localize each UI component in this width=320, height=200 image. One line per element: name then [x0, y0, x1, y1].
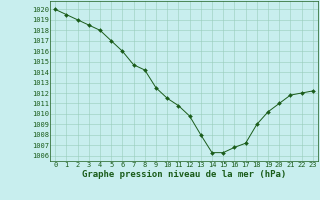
X-axis label: Graphe pression niveau de la mer (hPa): Graphe pression niveau de la mer (hPa) — [82, 170, 286, 179]
